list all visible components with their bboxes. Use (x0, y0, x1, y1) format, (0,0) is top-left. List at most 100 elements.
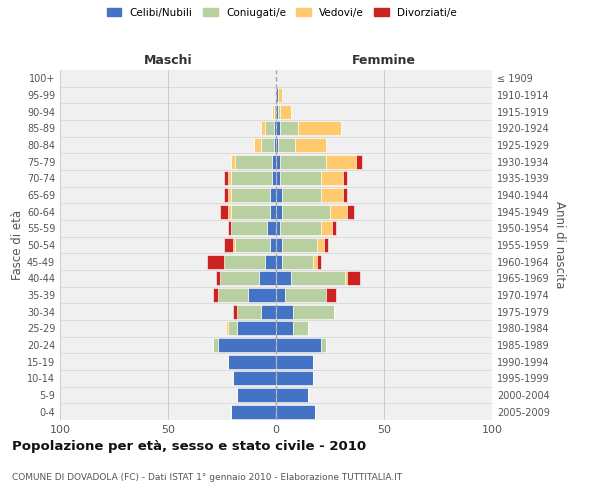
Bar (280, 171, 322, 186)
Bar (347, 271, 360, 285)
Text: Femmine: Femmine (352, 54, 416, 66)
Bar (214, 338, 218, 352)
Bar (276, 371, 313, 386)
Bar (276, 204, 283, 219)
Bar (237, 322, 276, 336)
Bar (330, 204, 347, 219)
Bar (283, 188, 322, 202)
Bar (248, 288, 276, 302)
Bar (298, 121, 341, 136)
Bar (269, 204, 276, 219)
Bar (237, 388, 276, 402)
Bar (235, 238, 269, 252)
Bar (326, 154, 356, 169)
Y-axis label: Anni di nascita: Anni di nascita (553, 202, 566, 288)
Bar (254, 138, 261, 152)
Bar (322, 221, 332, 236)
Bar (226, 322, 229, 336)
Bar (220, 271, 259, 285)
Bar (276, 188, 283, 202)
Bar (229, 322, 237, 336)
Bar (218, 288, 248, 302)
Bar (237, 304, 261, 319)
Bar (224, 238, 233, 252)
Bar (332, 221, 337, 236)
Bar (224, 188, 229, 202)
Bar (322, 188, 343, 202)
Bar (272, 171, 276, 186)
Text: COMUNE DI DOVADOLA (FC) - Dati ISTAT 1° gennaio 2010 - Elaborazione TUTTITALIA.I: COMUNE DI DOVADOLA (FC) - Dati ISTAT 1° … (12, 473, 402, 482)
Bar (276, 404, 315, 419)
Bar (284, 288, 326, 302)
Bar (274, 121, 276, 136)
Bar (230, 188, 269, 202)
Bar (230, 404, 276, 419)
Bar (322, 171, 343, 186)
Bar (235, 154, 272, 169)
Bar (343, 188, 347, 202)
Bar (276, 254, 283, 269)
Bar (276, 88, 278, 102)
Bar (276, 338, 322, 352)
Bar (224, 171, 229, 186)
Bar (356, 154, 362, 169)
Bar (283, 204, 330, 219)
Bar (230, 204, 269, 219)
Bar (278, 104, 280, 118)
Bar (272, 154, 276, 169)
Bar (293, 304, 334, 319)
Y-axis label: Fasce di età: Fasce di età (11, 210, 24, 280)
Bar (233, 304, 237, 319)
Bar (261, 121, 265, 136)
Bar (280, 154, 326, 169)
Bar (347, 204, 354, 219)
Bar (317, 254, 322, 269)
Bar (283, 238, 317, 252)
Bar (274, 138, 276, 152)
Bar (276, 121, 280, 136)
Bar (326, 288, 337, 302)
Bar (269, 238, 276, 252)
Bar (280, 121, 298, 136)
Bar (293, 322, 308, 336)
Bar (269, 188, 276, 202)
Bar (261, 304, 276, 319)
Bar (233, 371, 276, 386)
Bar (283, 254, 313, 269)
Bar (343, 171, 347, 186)
Bar (276, 104, 278, 118)
Bar (276, 238, 283, 252)
Bar (276, 304, 293, 319)
Bar (276, 138, 278, 152)
Bar (276, 354, 313, 369)
Bar (265, 121, 274, 136)
Bar (229, 188, 230, 202)
Bar (345, 271, 347, 285)
Bar (215, 271, 220, 285)
Bar (322, 338, 326, 352)
Bar (323, 238, 328, 252)
Bar (220, 204, 229, 219)
Bar (272, 104, 274, 118)
Bar (207, 254, 224, 269)
Bar (230, 154, 235, 169)
Bar (229, 204, 230, 219)
Bar (224, 254, 265, 269)
Bar (261, 138, 274, 152)
Bar (230, 221, 268, 236)
Bar (317, 238, 323, 252)
Bar (214, 288, 218, 302)
Bar (276, 271, 291, 285)
Bar (276, 288, 284, 302)
Bar (278, 88, 283, 102)
Bar (229, 221, 230, 236)
Bar (276, 154, 280, 169)
Bar (276, 388, 308, 402)
Bar (233, 238, 235, 252)
Bar (280, 221, 322, 236)
Bar (274, 104, 276, 118)
Bar (295, 138, 326, 152)
Bar (229, 354, 276, 369)
Bar (313, 254, 317, 269)
Bar (276, 171, 280, 186)
